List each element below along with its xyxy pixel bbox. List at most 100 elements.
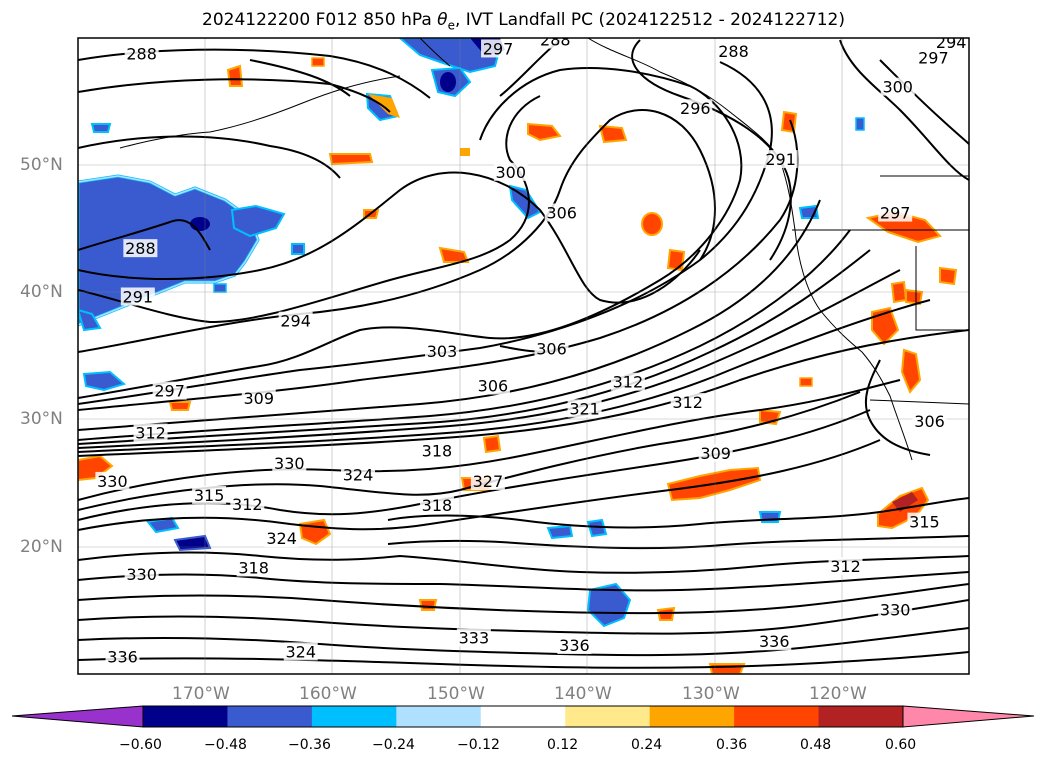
contour-label-bg xyxy=(907,512,942,531)
colorbar-swatch-low xyxy=(12,706,143,727)
contour-label-bg xyxy=(192,485,227,504)
contour-label-bg xyxy=(493,162,528,181)
contour-label-bg xyxy=(678,99,713,118)
contour-label: 297 xyxy=(918,48,949,67)
contour-label-bg xyxy=(120,287,155,306)
contour-label: 306 xyxy=(478,377,509,396)
colorbar-swatch xyxy=(734,706,820,727)
lon-label-140w: 140°W xyxy=(554,684,612,704)
contour-label: 297 xyxy=(880,204,911,223)
contour-label: 306 xyxy=(546,204,577,223)
contour-label: 288 xyxy=(125,239,156,258)
colorbar-swatch xyxy=(480,706,566,727)
lon-label-160w: 160°W xyxy=(299,684,357,704)
colorbar-label-neg024: −0.24 xyxy=(372,737,415,753)
contour-label: 297 xyxy=(154,382,185,401)
contour-label: 318 xyxy=(238,558,269,577)
contour-label: 312 xyxy=(613,373,644,392)
contour-label-bg xyxy=(878,600,913,619)
contour-label: 300 xyxy=(882,78,913,97)
colorbar-label-048: 0.48 xyxy=(800,737,832,753)
colorbar-swatch xyxy=(649,706,735,727)
contour-label-bg xyxy=(152,381,187,400)
contour-label: 306 xyxy=(914,412,945,431)
contour-label-bg xyxy=(456,628,491,647)
contour-label-bg xyxy=(934,38,969,52)
contour-label-bg xyxy=(230,494,265,513)
contour-labels: 288 297 288 288 294 297 300 296 291 300 306 297 288 2… xyxy=(95,31,969,666)
colorbar-swatch xyxy=(143,706,228,727)
colorbar-swatch xyxy=(818,706,904,727)
contour-label-bg xyxy=(283,642,318,661)
lon-label-170w: 170°W xyxy=(172,684,230,704)
contour-label: 288 xyxy=(540,31,571,50)
contour-label-bg xyxy=(241,389,276,408)
map-frame xyxy=(77,37,970,675)
contour-label: 312 xyxy=(672,393,703,412)
colorbar-frame xyxy=(142,705,904,728)
contour-label: 312 xyxy=(232,495,263,514)
contour-label: 303 xyxy=(427,342,458,361)
contour-label: 288 xyxy=(126,45,157,64)
contour-label: 336 xyxy=(107,647,138,666)
contour-label-bg xyxy=(425,342,460,361)
lat-label-50n: 50°N xyxy=(20,155,63,175)
contour-label: 300 xyxy=(495,163,526,182)
contour-label-bg xyxy=(419,441,454,460)
lon-label-120w: 120°W xyxy=(809,684,867,704)
contour-label-bg xyxy=(278,311,313,330)
contour-label-bg xyxy=(828,557,863,576)
contour-label: 333 xyxy=(459,628,490,647)
contour-label: 297 xyxy=(483,39,514,58)
colorbar-label-060: 0.60 xyxy=(885,737,917,753)
colorbar-label-neg048: −0.48 xyxy=(204,737,247,753)
contour-label-bg xyxy=(567,399,602,418)
contour-label-bg xyxy=(880,77,915,96)
contour-label: 330 xyxy=(126,565,157,584)
contour-label-bg xyxy=(470,471,505,490)
contour-label: 291 xyxy=(123,287,154,306)
colorbar-label-024: 0.24 xyxy=(631,737,663,753)
contour-label-bg xyxy=(133,423,168,442)
contour-label-bg xyxy=(557,636,592,655)
contour-label: 315 xyxy=(909,513,940,532)
contour-label: 330 xyxy=(274,454,305,473)
colorbar-swatch-high xyxy=(903,706,1034,727)
contour-label: 324 xyxy=(266,529,297,548)
contour-label-bg xyxy=(698,443,733,462)
contour-label-bg xyxy=(763,150,798,169)
lon-label-150w: 150°W xyxy=(427,684,485,704)
contour-label: 309 xyxy=(243,389,274,408)
contour-label-bg xyxy=(610,372,645,391)
colorbar-swatch xyxy=(227,706,313,727)
contour-label-bg xyxy=(124,44,159,63)
contour-label: 318 xyxy=(422,441,453,460)
contour-label: 306 xyxy=(536,340,567,359)
lat-label-20n: 20°N xyxy=(20,537,63,557)
lat-label-40n: 40°N xyxy=(20,282,63,302)
colorbar-label-036: 0.36 xyxy=(716,737,748,753)
contour-label: 330 xyxy=(880,600,911,619)
contour-label-bg xyxy=(757,632,792,651)
contour-label: 330 xyxy=(97,472,128,491)
contour-label: 324 xyxy=(285,642,316,661)
contour-label: 336 xyxy=(759,632,790,651)
colorbar-label-012: 0.12 xyxy=(547,737,579,753)
contour-label-bg xyxy=(544,203,579,222)
contour-label: 288 xyxy=(718,42,749,61)
contour-label-bg xyxy=(534,339,569,358)
map-title: 2024122200 F012 850 hPa θe, IVT Landfall… xyxy=(202,10,845,33)
colorbar-swatch xyxy=(565,706,651,727)
contour-label: 318 xyxy=(422,496,453,515)
colorbar-label-neg060: −0.60 xyxy=(119,737,162,753)
contour-label-bg xyxy=(264,529,299,548)
contour-label-bg xyxy=(95,471,130,490)
lon-label-130w: 130°W xyxy=(682,684,740,704)
contour-label: 312 xyxy=(135,424,166,443)
contour-label: 309 xyxy=(700,444,731,463)
contour-label: 312 xyxy=(830,557,861,576)
contour-label-bg xyxy=(123,239,158,258)
contour-label-bg xyxy=(912,412,947,431)
contour-label-bg xyxy=(419,496,454,515)
